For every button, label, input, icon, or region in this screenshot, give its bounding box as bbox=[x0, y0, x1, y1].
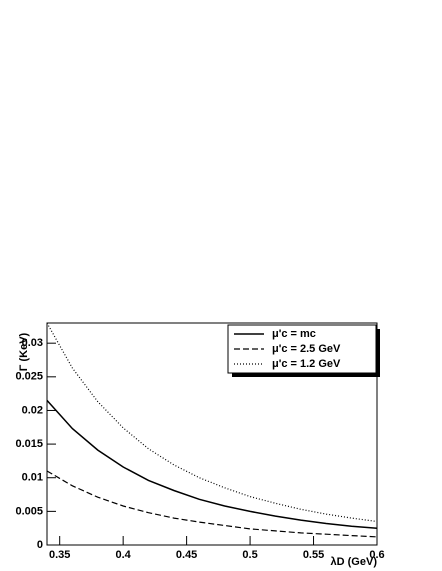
x-tick-label: 0.5 bbox=[242, 549, 257, 561]
y-axis-label: Γ (KeV) bbox=[18, 332, 30, 371]
y-tick-label: 0.02 bbox=[22, 404, 43, 416]
line-series bbox=[46, 470, 378, 538]
legend-label: μ'c = mc bbox=[272, 328, 316, 340]
plot-frame bbox=[46, 322, 378, 546]
legend-label: μ'c = 2.5 GeV bbox=[272, 343, 341, 355]
y-tick-label: 0.015 bbox=[15, 438, 43, 450]
x-tick-label: 0.55 bbox=[303, 549, 324, 561]
y-tick-label: 0 bbox=[37, 539, 43, 551]
legend-label: μ'c = 1.2 GeV bbox=[272, 358, 341, 370]
x-tick-label: 0.45 bbox=[176, 549, 197, 561]
y-tick-label: 0.005 bbox=[15, 505, 43, 517]
y-tick-label: 0.01 bbox=[22, 472, 43, 484]
y-tick-label: 0.03 bbox=[22, 337, 43, 349]
x-axis-label: λD (GeV) bbox=[331, 556, 378, 568]
x-tick-label: 0.4 bbox=[116, 549, 132, 561]
y-tick-label: 0.025 bbox=[15, 371, 43, 383]
line-series bbox=[46, 322, 378, 523]
x-tick-label: 0.6 bbox=[369, 549, 384, 561]
line-series bbox=[46, 399, 378, 529]
x-tick-label: 0.35 bbox=[49, 549, 70, 561]
